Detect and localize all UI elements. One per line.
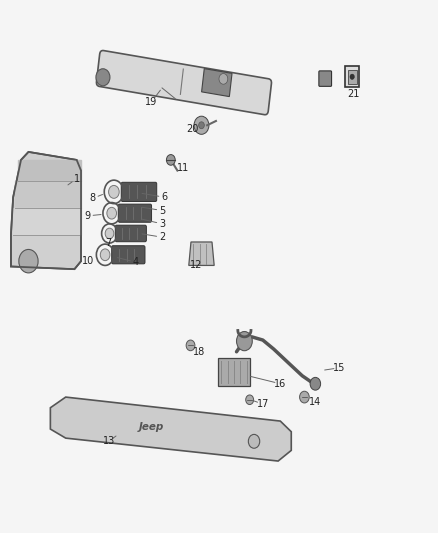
Polygon shape <box>18 160 81 181</box>
Text: 13: 13 <box>102 437 115 446</box>
Circle shape <box>350 74 354 79</box>
Polygon shape <box>50 397 291 461</box>
Polygon shape <box>15 181 81 208</box>
Text: 19: 19 <box>145 98 157 107</box>
Text: 3: 3 <box>159 219 165 229</box>
Circle shape <box>237 332 252 351</box>
Circle shape <box>219 74 228 84</box>
Text: 18: 18 <box>193 347 205 357</box>
Text: 14: 14 <box>309 398 321 407</box>
Text: Jeep: Jeep <box>138 423 164 432</box>
Circle shape <box>246 395 254 405</box>
Text: 11: 11 <box>177 163 189 173</box>
Text: 5: 5 <box>159 206 165 215</box>
Text: 10: 10 <box>81 256 94 266</box>
FancyBboxPatch shape <box>345 66 359 87</box>
Polygon shape <box>189 242 214 265</box>
FancyBboxPatch shape <box>115 225 146 241</box>
Circle shape <box>107 207 117 219</box>
Circle shape <box>310 377 321 390</box>
FancyBboxPatch shape <box>96 51 272 115</box>
Text: 9: 9 <box>85 211 91 221</box>
FancyBboxPatch shape <box>319 71 332 86</box>
Text: 17: 17 <box>257 399 269 409</box>
Text: 6: 6 <box>161 192 167 202</box>
Text: 8: 8 <box>90 193 96 203</box>
Text: 15: 15 <box>333 363 346 373</box>
Polygon shape <box>11 152 81 269</box>
Circle shape <box>248 434 260 448</box>
FancyBboxPatch shape <box>348 70 357 84</box>
FancyBboxPatch shape <box>112 246 145 264</box>
Text: 7: 7 <box>106 238 112 247</box>
Text: 1: 1 <box>74 174 80 183</box>
Circle shape <box>194 116 209 134</box>
Circle shape <box>300 391 309 403</box>
Circle shape <box>186 340 195 351</box>
Circle shape <box>105 228 114 239</box>
Circle shape <box>96 69 110 86</box>
Circle shape <box>19 249 38 273</box>
FancyBboxPatch shape <box>118 204 152 222</box>
Text: 4: 4 <box>133 257 139 267</box>
Text: 16: 16 <box>274 379 286 389</box>
Text: 2: 2 <box>159 232 165 242</box>
Circle shape <box>166 155 175 165</box>
Circle shape <box>109 185 119 198</box>
Circle shape <box>199 122 204 128</box>
Text: 21: 21 <box>348 90 360 99</box>
FancyBboxPatch shape <box>121 182 157 201</box>
FancyBboxPatch shape <box>201 69 232 96</box>
Text: 20: 20 <box>187 124 199 134</box>
Text: 12: 12 <box>190 261 202 270</box>
FancyBboxPatch shape <box>218 358 250 386</box>
Polygon shape <box>13 208 81 235</box>
Circle shape <box>100 249 110 261</box>
